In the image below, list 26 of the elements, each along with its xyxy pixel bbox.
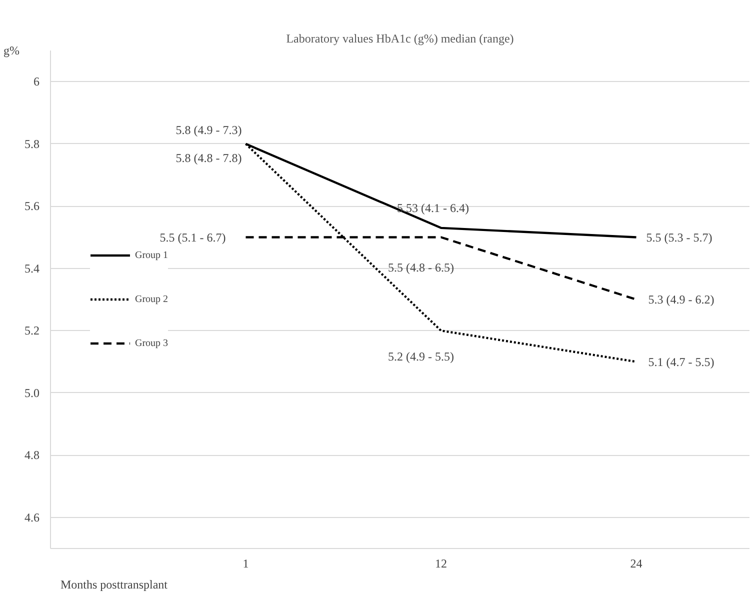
data-label: 5.5 (5.1 - 6.7) — [160, 230, 226, 244]
data-label: 5.5 (4.8 - 6.5) — [388, 260, 454, 274]
y-tick-label: 4.6 — [24, 510, 40, 524]
x-tick-label: 24 — [630, 556, 642, 570]
x-axis-title: Months posttransplant — [60, 578, 168, 592]
data-label: 5.8 (4.9 - 7.3) — [176, 122, 242, 137]
data-label: 5.8 (4.8 - 7.8) — [176, 150, 242, 165]
data-label: 5.3 (4.9 - 6.2) — [648, 292, 714, 306]
y-tick-label: 5.2 — [24, 324, 40, 338]
y-tick-label: 5.4 — [24, 261, 40, 276]
y-tick-label: 6 — [34, 74, 40, 89]
chart-title: Laboratory values HbA1c (g%) median (range) — [286, 32, 514, 46]
legend-label: Group 2 — [135, 294, 168, 304]
legend-label: Group 1 — [135, 250, 168, 260]
legend-label: Group 3 — [135, 338, 168, 348]
data-label: 5.2 (4.9 - 5.5) — [388, 350, 454, 364]
x-tick-label: 12 — [435, 556, 448, 570]
y-tick-label: 4.8 — [24, 448, 40, 462]
data-label: 5.5 (5.3 - 5.7) — [646, 230, 712, 244]
y-tick-label: 5.6 — [24, 199, 40, 214]
x-tick-label: 1 — [242, 556, 249, 570]
y-tick-label: 5.8 — [24, 136, 40, 151]
y-axis-title: g% — [4, 44, 20, 58]
y-tick-label: 5.0 — [24, 386, 40, 400]
data-label: 5.53 (4.1 - 6.4) — [397, 200, 470, 215]
data-label: 5.1 (4.7 - 5.5) — [648, 354, 714, 369]
